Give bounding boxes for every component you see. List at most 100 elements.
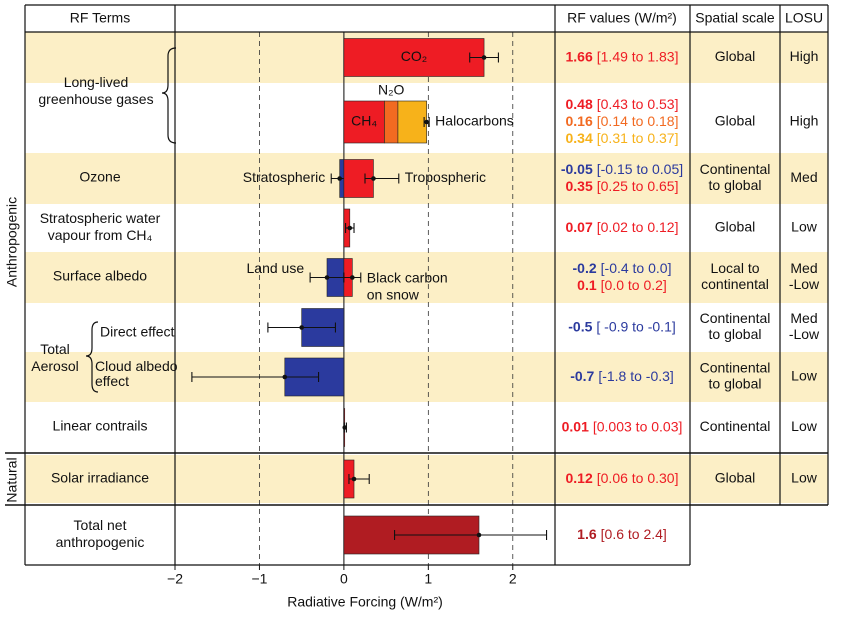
losu: Med [790,169,817,185]
rf-value-range: [0.06 to 0.30] [597,470,679,486]
rf-value-number: -0.5 [568,318,592,334]
value-dot [282,374,288,380]
rf-value-number: 0.35 [566,178,593,194]
value-dot [324,275,330,280]
term-label: anthropogenic [56,534,145,550]
component-label: CO₂ [401,48,427,64]
rf-value-range: [-0.4 to 0.0] [601,260,672,276]
spatial-scale: to global [709,376,762,392]
column-header: LOSU [785,10,823,26]
rf-value-number: 0.07 [566,219,593,235]
frame-layer [5,4,829,566]
spatial-scale: to global [709,326,762,342]
value-dot [337,176,342,181]
term-label: Aerosol [31,358,78,374]
rf-value-number: -0.2 [573,260,597,276]
x-tick-label: 1 [424,571,432,587]
component-label: Halocarbons [435,113,514,129]
term-label: Solar irradiance [51,470,149,486]
losu: Low [791,470,818,486]
losu: High [790,48,819,64]
rf-value: 1.6 [0.6 to 2.4] [577,526,667,542]
rf-value: 0.1 [0.0 to 0.2] [577,277,667,293]
losu: Med [790,260,817,276]
rf-value-number: 0.34 [566,130,593,146]
row-band [25,153,828,204]
term-label: effect [95,373,129,389]
value-dot [299,325,304,330]
term-label: greenhouse gases [38,91,153,107]
rf-value-number: -0.7 [570,368,594,384]
term-label: Total net [74,517,127,533]
term-label: Ozone [79,169,120,185]
x-axis-title: Radiative Forcing (W/m²) [287,594,443,610]
losu: -Low [789,276,820,292]
mark-layer [191,38,548,555]
rf-value: 0.35 [0.25 to 0.65] [566,178,679,194]
rf-value: 1.66 [1.49 to 1.83] [566,48,679,64]
x-tick-label: −1 [251,571,267,587]
bar [397,100,427,144]
component-label: CH₄ [351,113,377,129]
value-dot [350,275,355,280]
rf-value-number: 0.1 [577,277,597,293]
rf-value-number: 1.66 [566,48,593,64]
component-label: Stratospheric [243,169,325,185]
rf-value: -0.7 [-1.8 to -0.3] [570,368,674,384]
rf-value-range: [-0.15 to 0.05] [597,161,683,177]
losu: High [790,113,819,129]
value-dot [481,55,487,60]
row-band [25,455,828,503]
term-label: Stratospheric water [40,210,161,226]
rf-value: -0.2 [-0.4 to 0.0] [573,260,672,276]
spatial-scale: Global [715,113,755,129]
rf-value: 0.07 [0.02 to 0.12] [566,219,679,235]
rf-value: 0.16 [0.14 to 0.18] [566,113,679,129]
value-dot [347,225,353,231]
spatial-scale: Continental [700,161,771,177]
rf-value: -0.5[ -0.9 to -0.1] [568,318,676,334]
group-label: Natural [4,457,20,502]
rf-value-range: [0.25 to 0.65] [597,178,679,194]
column-header: RF values (W/m²) [567,10,677,26]
rf-value-range: [-1.8 to -0.3] [598,368,673,384]
term-label: Surface albedo [53,268,147,284]
value-dot [351,476,357,482]
term-label: Long-lived [64,74,129,90]
rf-value-range: [0.43 to 0.53] [597,96,679,112]
rf-value-number: 1.6 [577,526,597,542]
rf-value: 0.12 [0.06 to 0.30] [566,470,679,486]
spatial-scale: continental [701,276,769,292]
row-band [25,252,828,303]
rf-value-number: 0.12 [566,470,593,486]
losu: Low [791,418,818,434]
spatial-scale: Global [715,470,755,486]
component-label: on snow [367,287,420,303]
term-label: Total [40,341,70,357]
component-label: N₂O [378,82,405,98]
rf-value: 0.01 [0.003 to 0.03] [562,418,683,434]
brace [161,47,177,144]
rf-value-range: [1.49 to 1.83] [597,48,679,64]
rf-value: -0.05 [-0.15 to 0.05] [561,161,683,177]
rf-value-number: -0.05 [561,161,593,177]
background-layer [25,32,828,503]
spatial-scale: Continental [700,418,771,434]
spatial-scale: Continental [700,360,771,376]
bar [343,38,485,77]
rf-value: 0.48 [0.43 to 0.53] [566,96,679,112]
rf-value-range: [0.6 to 2.4] [601,526,667,542]
rf-value: 0.34 [0.31 to 0.37] [566,130,679,146]
losu: Low [791,219,818,235]
column-header: Spatial scale [695,10,775,26]
column-header: RF Terms [70,10,130,26]
rf-value-range: [0.003 to 0.03] [593,418,683,434]
losu: Med [790,310,817,326]
text-layer: RF Terms RF values (W/m²) Spatial scale LOS… [4,10,823,610]
rf-value-number: 0.01 [562,418,589,434]
row-band [25,352,828,402]
bar [384,100,399,144]
component-label: Land use [247,260,305,276]
rf-value-range: [ -0.9 to -0.1] [596,318,675,334]
rf-value-range: [0.31 to 0.37] [597,130,679,146]
